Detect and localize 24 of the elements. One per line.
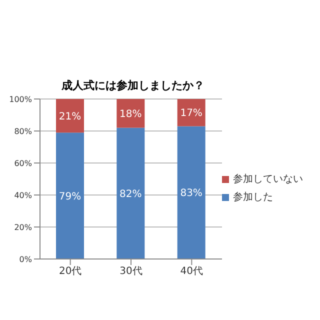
y-tick-label: 80% (14, 126, 32, 136)
data-label: 21% (58, 111, 82, 122)
bar (56, 132, 84, 259)
y-tick-label: 0% (19, 254, 32, 264)
data-label: 83% (180, 188, 202, 200)
chart-title: 成人式には参加しましたか？ (60, 78, 206, 93)
data-label: 79% (58, 191, 82, 202)
bar (177, 126, 206, 259)
bar (116, 128, 145, 259)
bar (116, 99, 145, 128)
y-tick-label: 40% (14, 190, 32, 200)
bar (56, 99, 84, 133)
x-tick-label: 30代 (120, 266, 142, 278)
y-tick-label: 60% (14, 158, 32, 168)
legend-label: 参加した (233, 190, 273, 204)
y-tick-label: 100% (9, 94, 32, 104)
data-label: 17% (180, 108, 202, 120)
x-tick-label: 40代 (180, 266, 204, 278)
data-label: 82% (120, 188, 142, 200)
data-label: 18% (120, 108, 142, 120)
y-tick-label: 20% (14, 222, 32, 232)
legend-label: 参加していない (233, 172, 303, 186)
x-tick-label: 20代 (58, 266, 82, 278)
bar (177, 99, 206, 126)
